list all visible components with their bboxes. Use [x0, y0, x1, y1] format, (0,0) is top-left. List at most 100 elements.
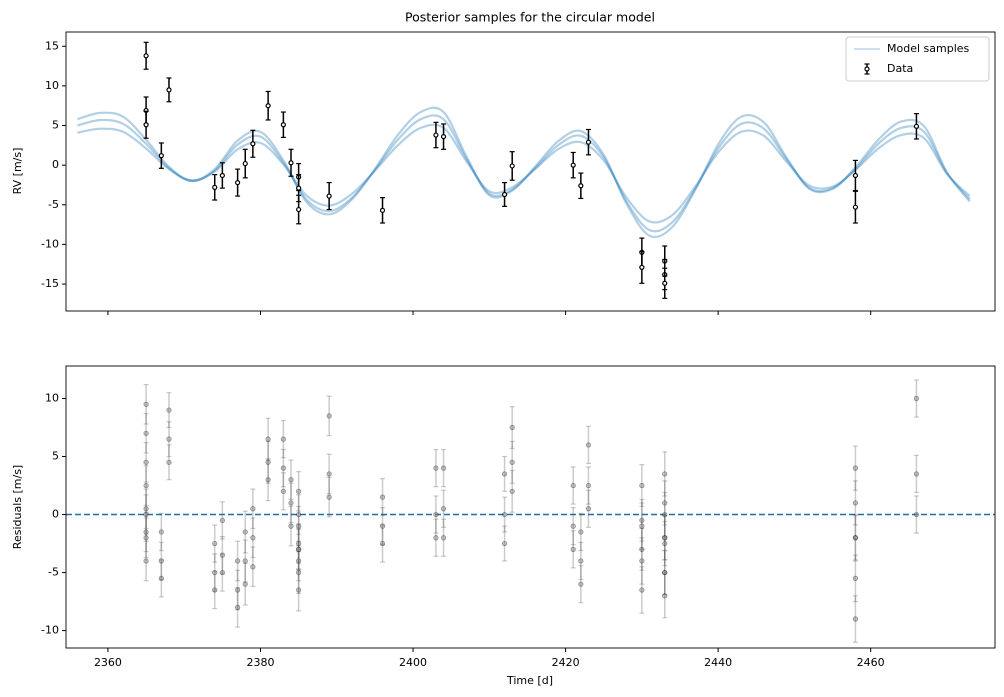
x-tick-label: 2420 — [552, 656, 580, 669]
residual-point — [509, 488, 515, 494]
legend-box — [845, 36, 990, 82]
residual-point — [212, 540, 218, 547]
residual-point — [296, 488, 302, 494]
residual-point — [143, 535, 149, 541]
residual-point — [326, 494, 332, 500]
legend: Model samples Data — [845, 36, 990, 82]
residual-point — [265, 477, 271, 483]
y-tick-label: 5 — [52, 119, 59, 132]
data-point — [852, 172, 859, 179]
data-point — [585, 139, 592, 145]
residual-point — [570, 482, 576, 489]
x-tick-label: 2380 — [246, 656, 274, 669]
data-point — [212, 184, 218, 190]
data-point — [219, 172, 225, 179]
residual-point — [250, 564, 256, 570]
residual-point — [433, 535, 439, 541]
residual-point — [379, 540, 386, 547]
residual-point — [585, 482, 592, 489]
residual-point — [585, 442, 592, 448]
residual-point — [143, 430, 149, 436]
residual-point — [662, 471, 668, 477]
y-tick-label: 10 — [45, 391, 59, 404]
residual-point — [639, 482, 645, 489]
residual-point — [212, 587, 218, 593]
residual-point — [501, 540, 508, 547]
data-point — [440, 134, 447, 140]
y-axis-label: RV [m/s] — [11, 148, 24, 195]
residual-point — [158, 529, 164, 535]
residual-point — [852, 616, 859, 622]
residual-point — [143, 511, 149, 518]
chart-title: Posterior samples for the circular model — [405, 10, 655, 25]
residual-point — [143, 482, 149, 489]
model-sample — [77, 106, 971, 239]
residual-point — [509, 424, 515, 431]
residual-point — [143, 529, 149, 535]
residual-point — [288, 500, 294, 506]
data-point — [570, 162, 576, 168]
residual-point — [913, 511, 920, 518]
x-tick-label: 2400 — [399, 656, 427, 669]
residual-point — [662, 500, 668, 506]
y-axis-label: Residuals [m/s] — [11, 465, 24, 549]
residual-point — [296, 546, 302, 552]
residual-point — [235, 587, 241, 593]
data-point — [379, 207, 386, 213]
data-point — [143, 122, 149, 128]
residual-point — [501, 471, 508, 477]
residual-point — [242, 558, 248, 564]
data-point — [433, 132, 439, 138]
residual-point — [296, 569, 302, 576]
residual-point — [570, 523, 576, 529]
residual-point — [280, 488, 286, 494]
residual-point — [639, 558, 645, 564]
data-point — [639, 264, 645, 271]
residual-point — [296, 587, 302, 593]
residual-point — [578, 581, 584, 587]
residual-point — [166, 436, 172, 442]
y-tick-label: 15 — [45, 39, 59, 52]
residual-point — [219, 517, 225, 523]
residual-point — [166, 407, 172, 413]
residual-point — [212, 569, 218, 576]
y-tick-label: -10 — [41, 237, 59, 250]
data-point — [265, 103, 271, 109]
residual-point — [280, 465, 286, 471]
data-point — [296, 206, 302, 213]
plot-frame — [65, 365, 996, 649]
residual-point — [158, 558, 164, 564]
residual-point — [662, 540, 668, 547]
residual-point — [570, 546, 576, 552]
y-tick-label: 0 — [52, 158, 59, 171]
residual-point — [578, 558, 584, 564]
residual-point — [326, 413, 332, 419]
data-point — [166, 87, 172, 93]
residual-point — [585, 506, 592, 512]
residual-point — [235, 604, 241, 610]
data-point — [250, 141, 256, 147]
residual-point — [913, 471, 920, 477]
residual-point — [509, 459, 515, 465]
residual-point — [440, 535, 447, 541]
y-tick-label: -5 — [48, 198, 59, 211]
data-point — [578, 183, 584, 189]
residual-point — [288, 477, 294, 483]
y-tick-label: -15 — [41, 277, 59, 290]
residual-point — [219, 552, 225, 558]
residual-point — [143, 558, 149, 564]
data-point — [662, 280, 668, 286]
residual-point — [242, 581, 248, 587]
data-point — [143, 53, 149, 59]
residual-point — [288, 523, 294, 529]
residual-point — [265, 459, 271, 465]
residual-point — [639, 523, 645, 529]
residual-point — [143, 506, 149, 512]
residual-point — [662, 511, 668, 518]
data-point — [158, 153, 164, 159]
x-axis-label: Time [d] — [506, 674, 553, 687]
y-tick-label: -5 — [48, 566, 59, 579]
model-sample — [77, 123, 971, 224]
x-tick-label: 2360 — [94, 656, 122, 669]
